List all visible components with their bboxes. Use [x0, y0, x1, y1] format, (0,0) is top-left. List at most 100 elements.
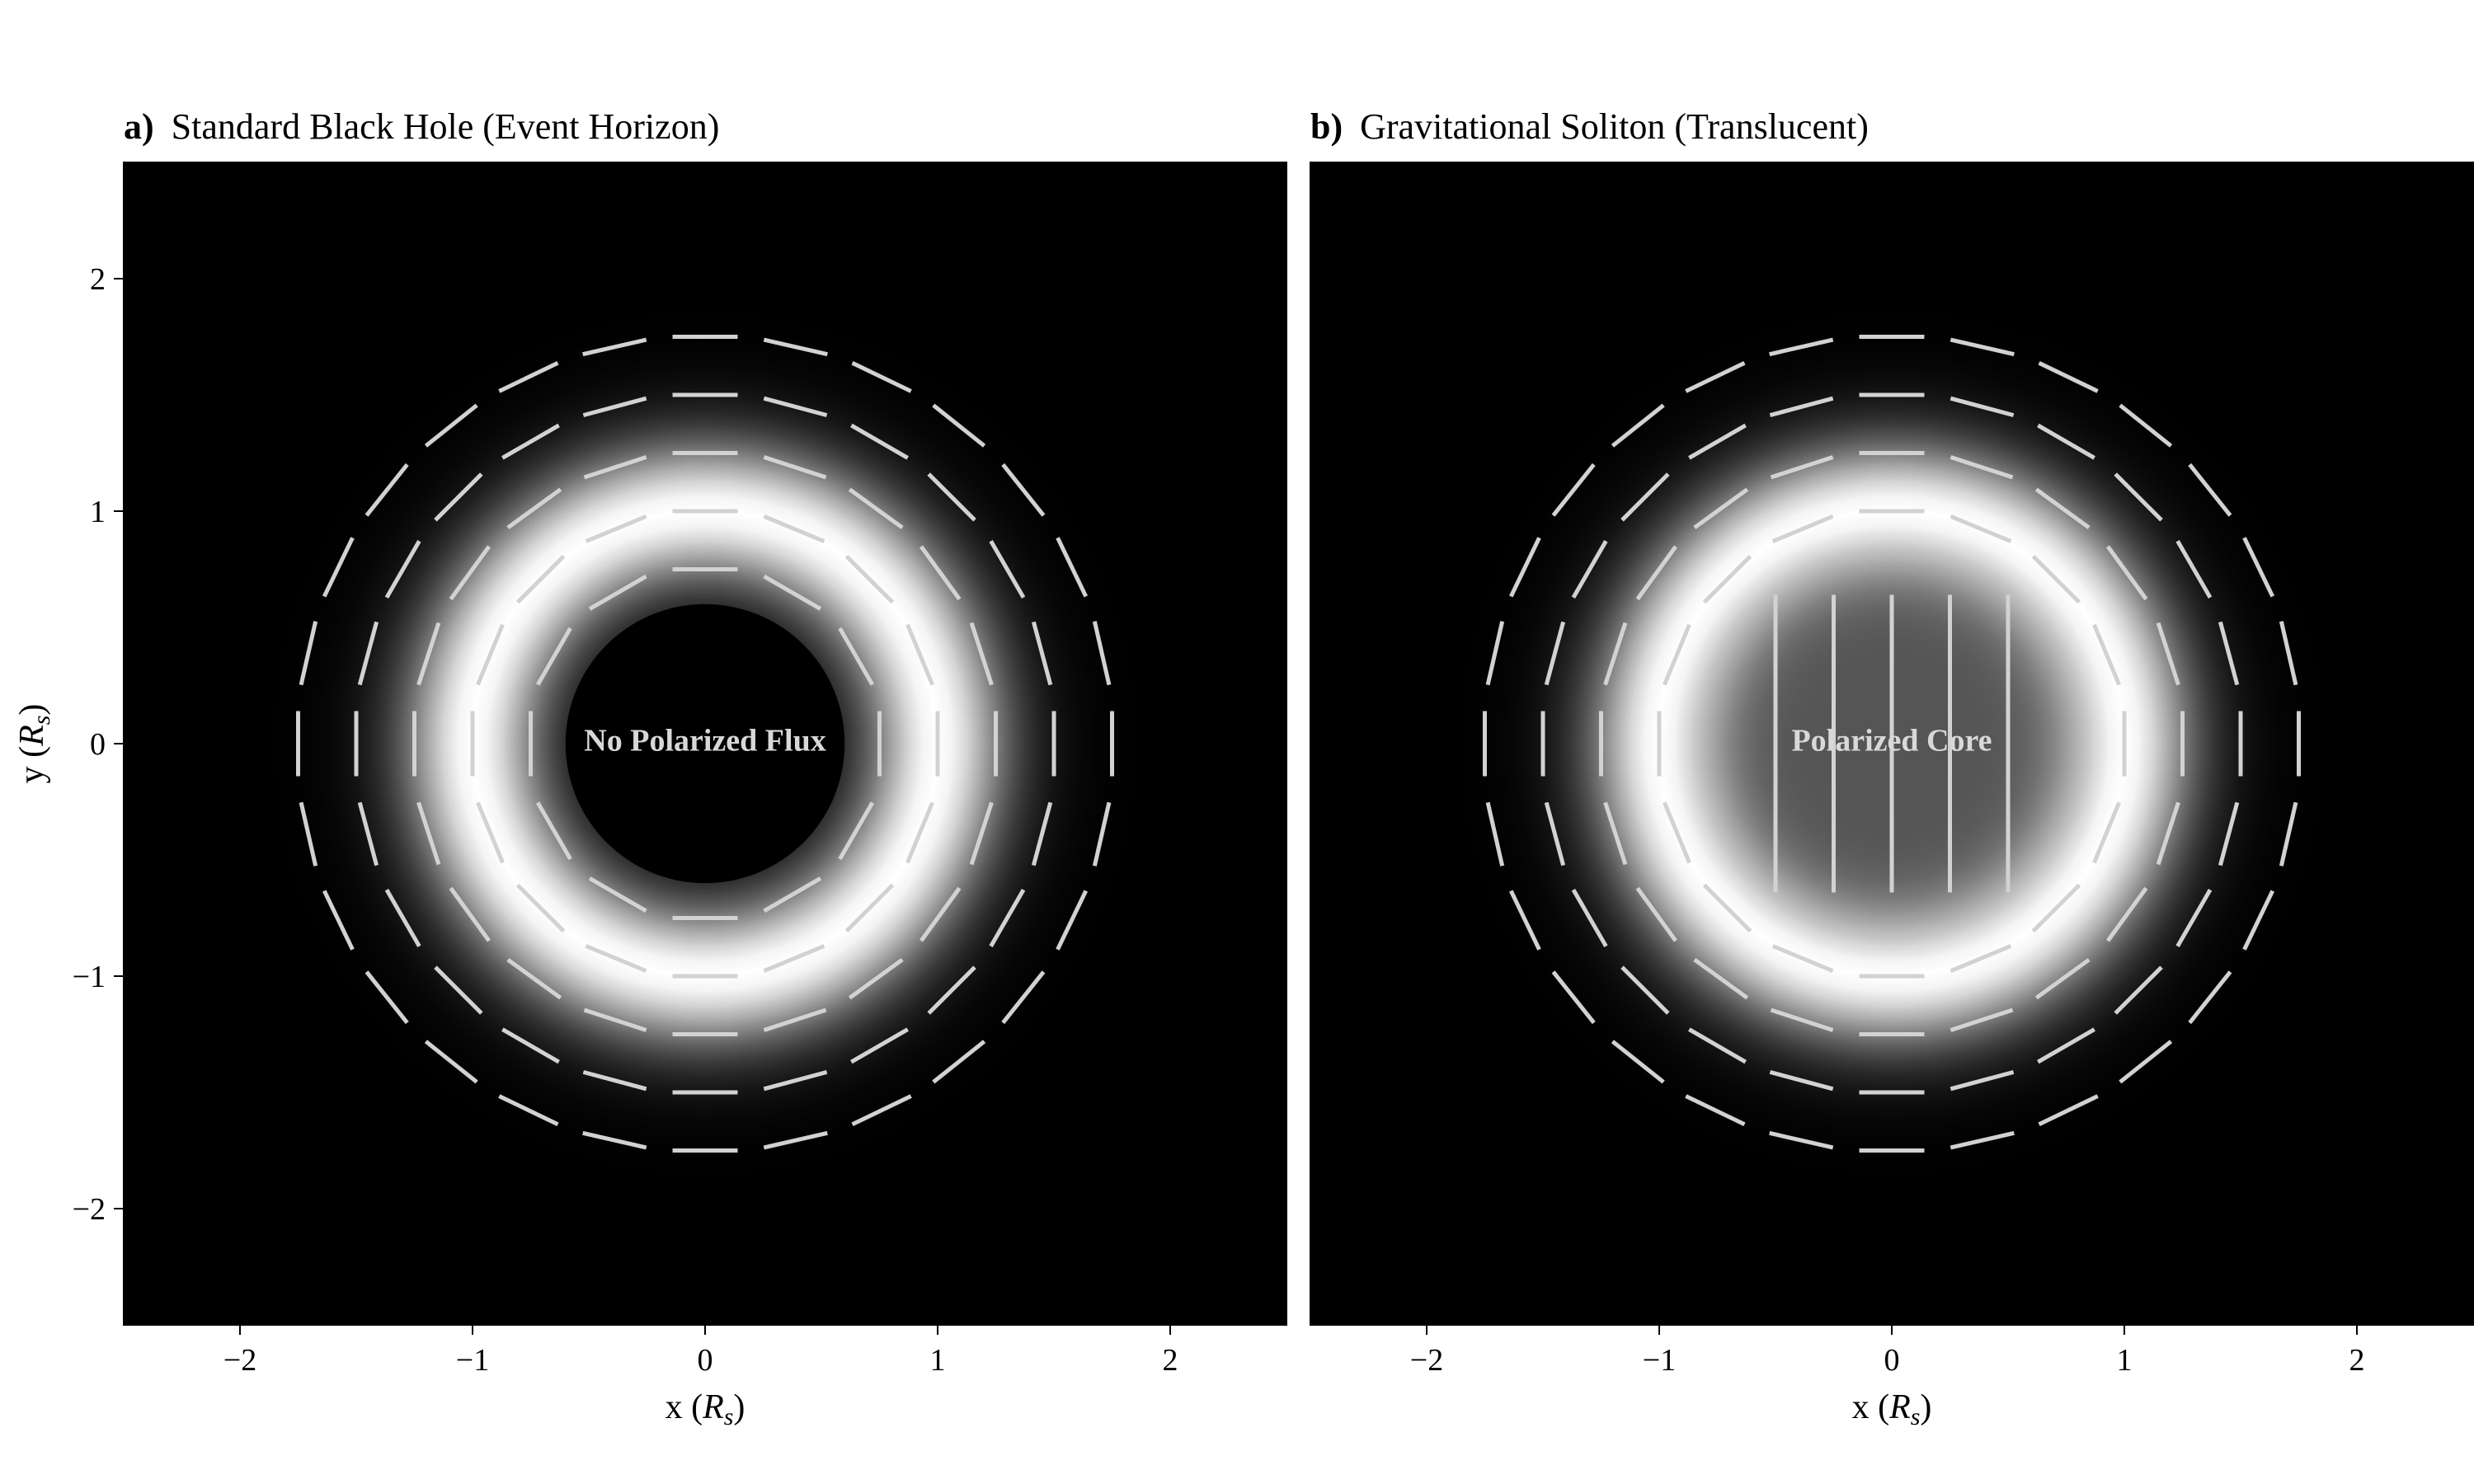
polarization-tick	[1485, 801, 1505, 866]
polarization-tick	[919, 545, 962, 601]
polarization-tick	[1702, 883, 1752, 933]
polarization-tick	[449, 886, 492, 942]
polarization-tick	[932, 1040, 986, 1084]
polarization-tick	[506, 487, 562, 530]
y-tick-label: −2	[73, 1192, 106, 1227]
polarization-tick	[384, 889, 421, 947]
x-tick-label: −1	[1643, 1343, 1676, 1378]
panel-a-x-label-var: R	[702, 1388, 724, 1426]
polarization-tick	[416, 622, 441, 686]
panel-a-y-label-prefix: y (	[13, 746, 51, 784]
polarization-tick	[588, 876, 647, 913]
polarization-tick	[1611, 1040, 1665, 1084]
polarization-tick	[2031, 883, 2081, 933]
polarization-tick	[2119, 403, 2173, 448]
polarization-tick	[424, 1040, 478, 1084]
x-tick-label: 0	[698, 1343, 713, 1378]
polarization-tick	[2092, 801, 2121, 864]
polarization-tick	[1663, 623, 1691, 686]
panel-a-title-text: Standard Black Hole (Event Horizon)	[172, 106, 720, 147]
polarization-tick	[582, 1130, 647, 1150]
polarization-tick	[2188, 970, 2232, 1025]
polarization-tick	[1611, 403, 1665, 448]
polarization-tick	[1769, 1130, 1834, 1150]
panel-a-annotation: No Polarized Flux	[584, 724, 825, 758]
polarization-tick	[299, 801, 318, 866]
polarization-tick	[1770, 455, 1834, 480]
polarization-tick	[476, 801, 505, 864]
polarization-tick	[449, 545, 492, 601]
polarization-tick	[2034, 957, 2091, 1000]
polarization-tick	[365, 970, 409, 1025]
polarization-tick	[851, 1094, 912, 1127]
panel-a-x-label-prefix: x (	[666, 1388, 703, 1426]
polarization-tick	[1056, 890, 1089, 951]
panel-b-polarization-ticks	[1483, 335, 2301, 1153]
polarization-tick	[1508, 537, 1541, 598]
panel-b-x-label: x (Rs)	[1852, 1388, 1932, 1430]
polarization-tick	[1693, 957, 1749, 1000]
polarization-tick	[1031, 621, 1053, 686]
polarization-tick	[2175, 540, 2213, 599]
polarization-tick	[1685, 360, 1746, 393]
polarization-tick	[1620, 965, 1670, 1015]
polarization-tick	[434, 965, 483, 1015]
polarization-tick	[848, 957, 904, 1000]
polarization-tick	[1620, 472, 1670, 522]
polarization-tick	[1950, 1069, 2015, 1092]
polarization-tick	[357, 621, 379, 686]
panel-a-label: a)	[124, 106, 154, 147]
polarization-tick	[1544, 621, 1566, 686]
polarization-tick	[838, 627, 875, 686]
polarization-tick	[1950, 396, 2015, 418]
panel-a-y-label-var: R	[13, 725, 51, 747]
polarization-tick	[2188, 463, 2232, 517]
polarization-tick	[932, 403, 986, 448]
polarization-tick	[2242, 537, 2275, 598]
x-tick-label: −1	[456, 1343, 489, 1378]
polarization-tick	[763, 396, 828, 418]
polarization-tick	[2218, 621, 2240, 686]
polarization-tick	[1001, 970, 1046, 1025]
polarization-tick	[2279, 801, 2298, 866]
y-tick-label: 0	[90, 727, 106, 762]
polarization-tick	[1603, 622, 1628, 686]
polarization-tick	[763, 1007, 827, 1032]
polarization-tick	[583, 455, 647, 480]
polarization-tick	[1635, 545, 1678, 601]
y-tick-label: −1	[73, 960, 106, 994]
panel-a-x-axis: −2 −1 0 1 2	[223, 1325, 1178, 1378]
polarization-tick	[322, 537, 355, 598]
polarization-tick	[927, 965, 976, 1015]
polarization-tick	[322, 890, 355, 951]
polarization-tick	[1950, 944, 2012, 973]
polarization-tick	[515, 883, 566, 933]
polarization-tick	[434, 472, 483, 522]
polarization-tick	[1544, 801, 1566, 866]
x-tick-label: −2	[1410, 1343, 1443, 1378]
polarization-tick	[989, 889, 1026, 947]
polarization-tick	[2105, 545, 2148, 601]
polarization-tick	[515, 554, 566, 604]
polarization-tick	[1056, 537, 1089, 598]
polarization-tick	[763, 337, 828, 357]
polarization-tick	[850, 423, 909, 460]
polarization-tick	[848, 487, 904, 530]
panel-b-x-label-sub: s	[1911, 1403, 1921, 1430]
polarization-tick	[2279, 621, 2298, 686]
polarization-tick	[1950, 337, 2015, 357]
polarization-tick	[1950, 455, 2014, 480]
polarization-tick	[1001, 463, 1046, 517]
polarization-tick	[1769, 337, 1834, 357]
panel-a-y-label: y (Rs)	[13, 704, 55, 784]
panel-b-title: b) Gravitational Soliton (Translucent)	[1310, 106, 1869, 147]
polarization-tick	[357, 801, 379, 866]
polarization-tick	[850, 1027, 909, 1064]
polarization-tick	[2218, 801, 2240, 866]
polarization-tick	[763, 514, 825, 543]
polarization-tick	[763, 574, 822, 611]
panel-a-polarization-ticks	[296, 335, 1114, 1153]
panel-a-y-label-sub: s	[28, 716, 55, 726]
polarization-tick	[844, 554, 895, 604]
polarization-tick	[535, 627, 572, 686]
